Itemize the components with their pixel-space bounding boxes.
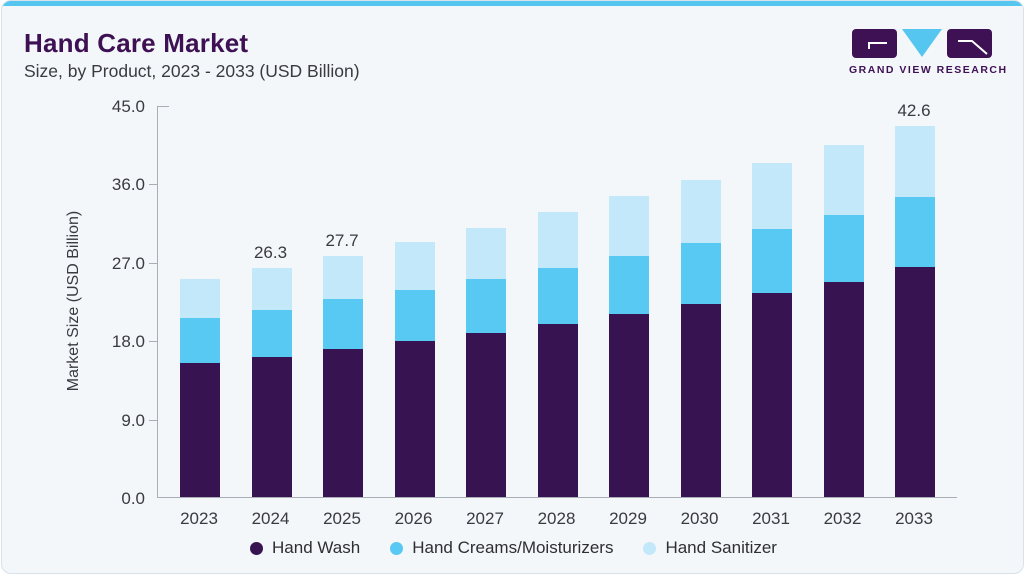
x-tick-label: 2031 xyxy=(752,509,790,528)
legend-item-hand-wash: Hand Wash xyxy=(250,538,360,558)
stacked-bar-2028 xyxy=(537,212,578,497)
y-tick-mark xyxy=(149,341,157,343)
legend-label: Hand Creams/Moisturizers xyxy=(412,538,614,557)
bar-segment-hand-wash xyxy=(180,362,220,497)
stacked-bar-2033 xyxy=(895,125,935,497)
bar-segment-hand-sanitizer xyxy=(394,241,435,290)
bar-segment-hand-creams-moisturizers xyxy=(466,279,506,334)
x-tick-label: 2025 xyxy=(323,509,361,528)
stacked-bar-2024 xyxy=(251,267,292,497)
bar-segment-hand-sanitizer xyxy=(180,279,220,319)
bar-segment-hand-creams-moisturizers xyxy=(394,289,435,342)
bar-segment-hand-creams-moisturizers xyxy=(823,214,864,282)
bar-segment-hand-wash xyxy=(752,293,792,497)
bar-segment-hand-wash xyxy=(680,303,721,497)
x-tick-label: 2027 xyxy=(466,509,504,528)
bar-segment-hand-wash xyxy=(537,323,578,497)
stacked-bar-2027 xyxy=(466,227,506,497)
bar-segment-hand-creams-moisturizers xyxy=(609,255,649,315)
y-axis-title: Market Size (USD Billion) xyxy=(65,210,82,392)
stacked-bar-2023 xyxy=(180,279,220,497)
bar-segment-hand-creams-moisturizers xyxy=(752,228,792,294)
stacked-bar-2030 xyxy=(680,179,721,497)
x-tick-label: 2023 xyxy=(180,509,218,528)
bar-value-label: 27.7 xyxy=(325,230,359,250)
stacked-bar-2031 xyxy=(752,162,792,497)
gvr-logo-icon xyxy=(852,29,992,58)
bar-segment-hand-sanitizer xyxy=(752,162,792,229)
bar-segment-hand-sanitizer xyxy=(823,145,864,215)
bar-segment-hand-wash xyxy=(323,348,363,497)
x-tick-label: 2028 xyxy=(537,509,576,528)
y-tick-label: 0.0 xyxy=(121,489,145,508)
bar-segment-hand-creams-moisturizers xyxy=(251,309,292,357)
plot-area xyxy=(157,106,957,498)
bar-value-label: 26.3 xyxy=(253,242,288,262)
bar-segment-hand-sanitizer xyxy=(680,179,721,243)
x-tick-label: 2024 xyxy=(251,509,290,528)
bar-segment-hand-creams-moisturizers xyxy=(323,299,363,349)
grand-view-research-logo: GRAND VIEW RESEARCH xyxy=(849,28,1008,76)
legend-dot-icon xyxy=(643,541,657,555)
bar-segment-hand-wash xyxy=(251,356,292,497)
bar-segment-hand-sanitizer xyxy=(537,212,578,268)
stacked-bar-2032 xyxy=(823,145,864,497)
x-tick-label: 2026 xyxy=(394,509,433,528)
legend-item-hand-sanitizer: Hand Sanitizer xyxy=(643,538,777,558)
logo-wordmark: GRAND VIEW RESEARCH xyxy=(849,64,1008,76)
bar-segment-hand-wash xyxy=(466,333,506,497)
y-tick-label: 27.0 xyxy=(111,253,145,273)
page-subtitle: Size, by Product, 2023 - 2033 (USD Billi… xyxy=(24,61,360,81)
axis-top-cap xyxy=(157,106,169,107)
bar-segment-hand-sanitizer xyxy=(251,267,292,310)
stacked-bar-2025 xyxy=(323,255,363,497)
bar-segment-hand-creams-moisturizers xyxy=(180,318,220,363)
bar-segment-hand-sanitizer xyxy=(895,125,935,198)
stacked-bar-2029 xyxy=(609,196,649,497)
y-tick-mark xyxy=(149,419,157,421)
y-tick-label: 9.0 xyxy=(121,410,145,430)
bar-value-label: 42.6 xyxy=(897,100,931,120)
x-tick-label: 2032 xyxy=(823,509,862,528)
legend-item-hand-creams-moisturizers: Hand Creams/Moisturizers xyxy=(390,538,613,558)
legend-label: Hand Wash xyxy=(272,538,361,557)
stacked-bar-2026 xyxy=(394,241,435,497)
y-tick-label: 18.0 xyxy=(111,332,145,352)
bar-segment-hand-creams-moisturizers xyxy=(680,242,721,304)
bar-segment-hand-sanitizer xyxy=(466,227,506,280)
bar-segment-hand-creams-moisturizers xyxy=(895,197,935,268)
bar-segment-hand-wash xyxy=(823,281,864,497)
y-tick-mark xyxy=(149,184,157,186)
bar-segment-hand-creams-moisturizers xyxy=(537,267,578,324)
x-tick-label: 2030 xyxy=(680,509,719,528)
legend-dot-icon xyxy=(390,541,404,555)
y-tick-label: 45.0 xyxy=(111,97,145,116)
bar-segment-hand-wash xyxy=(609,314,649,497)
legend-dot-icon xyxy=(250,541,264,555)
accent-top-bar xyxy=(2,1,1023,6)
legend-label: Hand Sanitizer xyxy=(665,538,777,557)
x-tick-label: 2029 xyxy=(609,509,647,528)
bar-segment-hand-sanitizer xyxy=(609,196,649,256)
x-tick-label: 2033 xyxy=(895,509,933,528)
page-title: Hand Care Market xyxy=(24,28,249,58)
legend: Hand Wash Hand Creams/Moisturizers Hand Sa… xyxy=(2,538,1023,558)
bar-segment-hand-wash xyxy=(394,341,435,497)
bar-segment-hand-wash xyxy=(895,267,935,497)
y-tick-label: 36.0 xyxy=(111,175,145,195)
bar-segment-hand-sanitizer xyxy=(323,255,363,300)
y-tick-mark xyxy=(149,262,157,264)
